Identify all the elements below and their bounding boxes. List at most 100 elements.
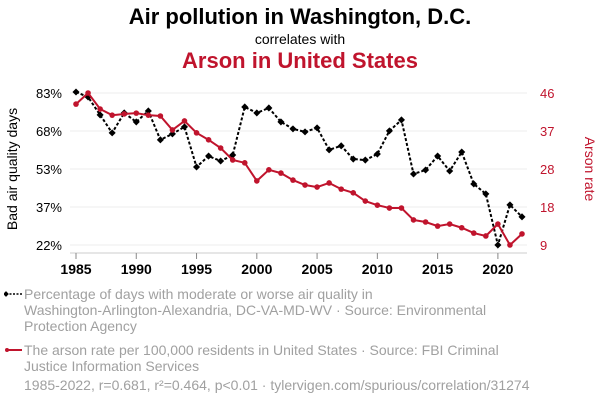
chart-subtitle: correlates with [254,31,346,47]
data-point [313,124,321,132]
legend-text-line: Protection Agency [24,318,137,334]
data-point [133,110,140,116]
data-point [121,111,128,117]
data-point [156,136,164,144]
data-point [96,111,104,119]
y2-axis-label: Arson rate [582,137,598,202]
series-arson-rate [73,90,525,248]
data-point [385,127,393,135]
data-point [326,180,332,186]
data-point [362,198,369,204]
data-point [422,219,429,225]
data-point [374,202,381,208]
data-point [518,213,526,221]
data-point [289,125,297,133]
data-point [157,113,164,119]
data-point [217,157,225,165]
x-tick-label: 2000 [241,261,272,277]
data-point [73,101,79,107]
y-axis-label: Bad air quality days [4,108,20,230]
data-point [325,146,333,154]
data-point [410,217,417,223]
data-point [132,118,140,126]
data-point [241,160,248,166]
data-point [85,90,91,96]
x-tick-label: 2005 [302,261,333,277]
data-point [494,241,502,249]
data-point [458,148,466,156]
y2-tick-label: 37 [540,124,554,139]
data-point [506,201,514,209]
data-point [145,112,152,118]
x-tick-label: 1995 [181,261,212,277]
data-point [254,178,260,184]
gridlines [70,92,527,246]
x-tick-label: 2020 [482,261,513,277]
data-point [350,190,357,196]
data-point [397,116,405,124]
data-point [266,167,272,173]
data-point [109,112,115,118]
data-point [217,145,224,151]
data-point [519,231,525,237]
data-point [446,221,453,227]
data-point [97,106,103,112]
y-tick-label: 37% [36,200,62,215]
data-point [422,166,430,174]
legend-text-line: The arson rate per 100,000 residents in … [24,342,499,358]
x-tick-label: 1985 [60,261,91,277]
x-tick-label: 2010 [362,261,393,277]
data-point [434,223,441,229]
data-point [409,170,418,178]
data-point [314,184,320,190]
y-tick-label: 22% [36,238,62,253]
data-point [181,118,188,124]
data-point [265,104,273,112]
axes: 83% 46 68% 37 53% 28 37% 18 22% 9 1985 1990 1995 2000… [36,86,555,277]
data-point [144,107,152,115]
data-point [386,205,393,211]
data-point [302,182,308,188]
y-tick-label: 53% [36,162,62,177]
legend-text-line: Washington-Arlington-Alexandria, DC-VA-M… [24,302,487,318]
y-tick-label: 68% [36,124,62,139]
data-point [361,156,369,164]
dashed-diamond-legend-icon [4,291,22,297]
x-tick-label: 1990 [121,261,152,277]
y-tick-label: 83% [36,86,62,101]
data-point [253,109,261,117]
y2-tick-label: 46 [540,86,554,101]
chart-title: Air pollution in Washington, D.C. [128,4,472,29]
data-point [301,128,309,136]
data-point [290,177,296,183]
data-point [507,242,513,248]
legend-text-line: Percentage of days with moderate or wors… [24,286,373,302]
y2-tick-label: 18 [540,200,554,215]
data-point [349,155,357,163]
data-point [205,137,212,143]
correlation-footer: 1985-2022, r=0.681, r²=0.464, p<0.01 · t… [24,377,530,393]
data-point [277,118,285,126]
data-point [434,152,442,160]
data-point [241,103,249,111]
solid-line-circle-legend-icon [5,348,22,352]
data-point [495,221,501,227]
data-point [458,224,465,231]
data-point [482,190,490,198]
data-point [338,186,344,192]
data-point [470,180,478,188]
y2-tick-label: 28 [540,162,554,177]
data-point [278,170,284,176]
x-tick-label: 2015 [422,261,453,277]
data-point [108,129,116,137]
data-point [193,130,200,136]
data-point [180,123,189,131]
y2-tick-label: 9 [540,238,547,253]
legend-text-line: Justice Information Services [24,358,200,374]
data-point [446,167,454,175]
data-point [373,150,381,158]
data-point [337,142,345,150]
data-point [483,233,489,239]
data-point [169,127,176,133]
